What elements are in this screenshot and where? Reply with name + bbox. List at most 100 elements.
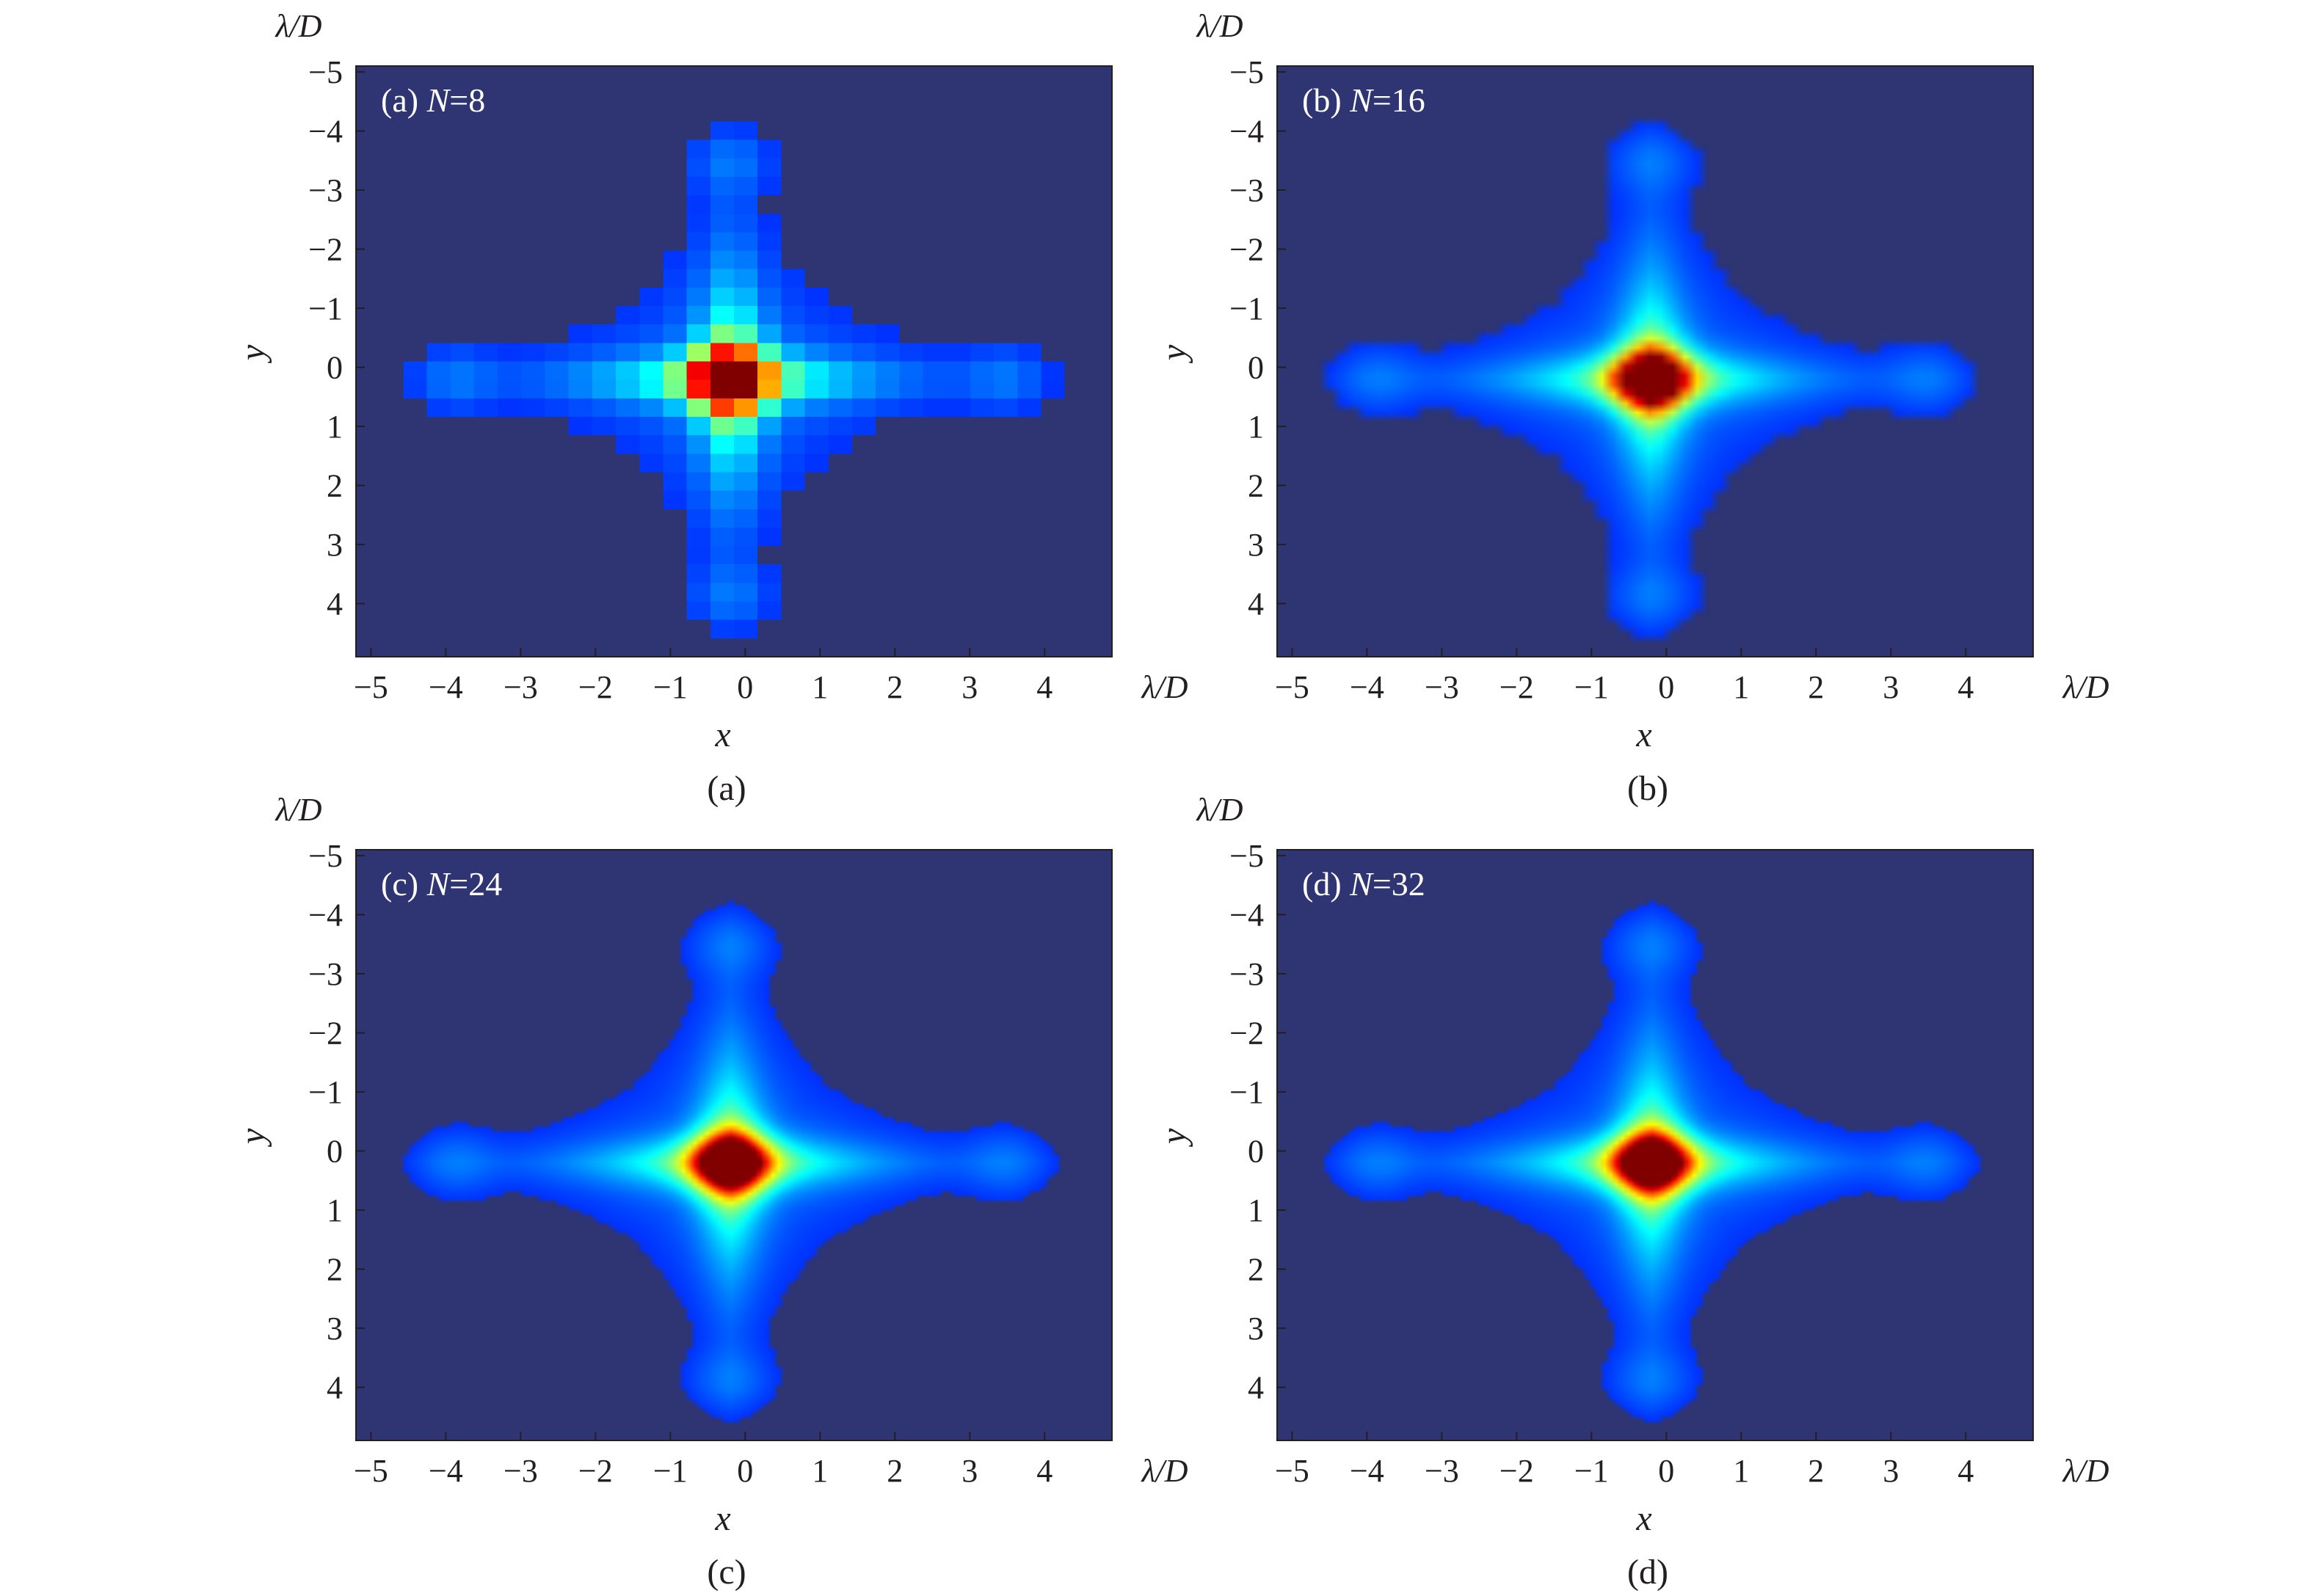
y-unit-label: λ/D [1195, 8, 1243, 44]
plot-frame [355, 849, 1113, 1441]
x-tick-label: 2 [1808, 1453, 1824, 1489]
panel-caption: (b) [1627, 769, 1668, 808]
plot-frame [1276, 65, 2034, 657]
y-tick-label: 3 [327, 527, 343, 563]
panel-label-value: =16 [1373, 81, 1425, 119]
y-tick-label: −4 [1229, 897, 1264, 933]
y-unit-label: λ/D [1195, 792, 1243, 828]
x-tick-label: 3 [961, 669, 978, 705]
panel-label: (c) N=24 [381, 865, 502, 903]
heatmap-image [356, 66, 1112, 657]
x-tick-label: 4 [1036, 1453, 1053, 1489]
x-tick-label: 2 [887, 1453, 903, 1489]
heatmap-image [1277, 66, 2033, 657]
x-tick-label: −3 [1425, 669, 1459, 705]
x-tick-label: −3 [504, 669, 538, 705]
x-tick-label: −1 [1574, 669, 1609, 705]
panel-a: (a) N=8 −5 −4 −3 −2 −1 0 1 2 3 4 λ/D x −5 −4 −3 −2 −1 0 1 2 3… [233, 8, 1188, 808]
x-tick-label: −2 [578, 669, 613, 705]
x-tick-label: 4 [1957, 1453, 1974, 1489]
x-tick-label: −5 [1275, 1453, 1309, 1489]
y-tick-label: 2 [327, 1252, 343, 1288]
y-tick-label: −5 [1229, 838, 1264, 874]
x-unit-label: λ/D [1140, 1453, 1188, 1489]
y-tick-label: 0 [1248, 350, 1264, 386]
y-tick-label: −1 [1229, 1074, 1264, 1110]
x-tick-label: 4 [1036, 669, 1053, 705]
heatmap-image [356, 850, 1112, 1440]
y-unit-rest: /D [1209, 8, 1243, 44]
x-tick-label: 0 [737, 1453, 753, 1489]
y-tick-label: 4 [327, 1370, 343, 1406]
x-tick-label: −1 [1574, 1453, 1609, 1489]
x-tick-label: 3 [961, 1453, 978, 1489]
x-unit-symbol: λ [1140, 669, 1155, 705]
y-axis-label: y [1155, 344, 1193, 364]
y-tick-label: −3 [308, 172, 343, 208]
panel-label-var: N [1349, 865, 1374, 903]
y-tick-label: −1 [308, 1074, 343, 1110]
panel-label-var: N [1349, 81, 1374, 119]
panel-label: (b) N=16 [1302, 81, 1425, 119]
x-unit-label: λ/D [2061, 669, 2109, 705]
x-unit-label: λ/D [2061, 1453, 2109, 1489]
x-tick-label: −4 [429, 1453, 463, 1489]
y-axis-label: y [233, 344, 272, 364]
panel-label-prefix: (a) [381, 81, 427, 119]
y-tick-label: 1 [327, 1192, 343, 1228]
y-unit-label: λ/D [274, 8, 321, 44]
x-axis-label: x [1635, 1499, 1651, 1538]
panel-label-value: =24 [449, 865, 502, 903]
y-tick-label: −5 [1229, 54, 1264, 90]
panel-caption: (c) [707, 1553, 746, 1592]
y-unit-rest: /D [288, 8, 322, 44]
y-tick-label: −2 [1229, 232, 1264, 268]
y-tick-label: 3 [1248, 1311, 1264, 1347]
y-tick-label: 1 [1248, 1192, 1264, 1228]
x-tick-label: −4 [429, 669, 463, 705]
y-tick-label: −1 [308, 291, 343, 327]
panel-label-prefix: (b) [1302, 81, 1350, 119]
x-tick-label: 1 [1733, 669, 1749, 705]
y-tick-label: −4 [1229, 114, 1264, 150]
x-unit-symbol: λ [2061, 1453, 2076, 1489]
panel-label: (a) N=8 [381, 81, 485, 119]
panel-label-prefix: (d) [1302, 865, 1350, 903]
y-tick-label: −5 [308, 838, 343, 874]
panel-label: (d) N=32 [1302, 865, 1425, 903]
y-tick-label: 0 [1248, 1134, 1264, 1170]
x-tick-label: −3 [1425, 1453, 1459, 1489]
y-tick-label: −2 [1229, 1016, 1264, 1052]
y-tick-label: 1 [1248, 409, 1264, 445]
panel-d: (d) N=32 −5 −4 −3 −2 −1 0 1 2 3 4 λ/D x −5 −4 −3 −2 −1 0 1 2… [1155, 792, 2109, 1592]
y-tick-label: 2 [1248, 468, 1264, 504]
x-tick-label: −2 [578, 1453, 613, 1489]
x-tick-label: −3 [504, 1453, 538, 1489]
x-tick-label: 0 [737, 669, 753, 705]
panel-caption: (d) [1627, 1553, 1668, 1592]
panel-label-var: N [426, 81, 451, 119]
panel-label-value: =32 [1373, 865, 1425, 903]
x-tick-label: 1 [812, 1453, 828, 1489]
y-tick-label: −5 [308, 54, 343, 90]
y-tick-label: 3 [327, 1311, 343, 1347]
y-tick-label: −4 [308, 114, 343, 150]
x-tick-label: 1 [812, 669, 828, 705]
x-tick-label: −5 [354, 1453, 388, 1489]
x-tick-label: 3 [1883, 669, 1899, 705]
y-tick-label: −2 [308, 1016, 343, 1052]
y-tick-label: 3 [1248, 527, 1264, 563]
x-tick-label: −5 [1275, 669, 1309, 705]
x-unit-rest: /D [2075, 669, 2109, 705]
x-tick-label: 3 [1883, 1453, 1899, 1489]
x-tick-label: −1 [653, 669, 688, 705]
plot-frame [355, 65, 1113, 657]
y-tick-label: 0 [327, 1134, 343, 1170]
y-unit-symbol: λ [274, 792, 289, 828]
x-axis-label: x [714, 1499, 730, 1538]
y-tick-label: −4 [308, 897, 343, 933]
y-unit-rest: /D [1209, 792, 1243, 828]
y-tick-label: −3 [1229, 956, 1264, 992]
plot-frame [1276, 849, 2034, 1441]
